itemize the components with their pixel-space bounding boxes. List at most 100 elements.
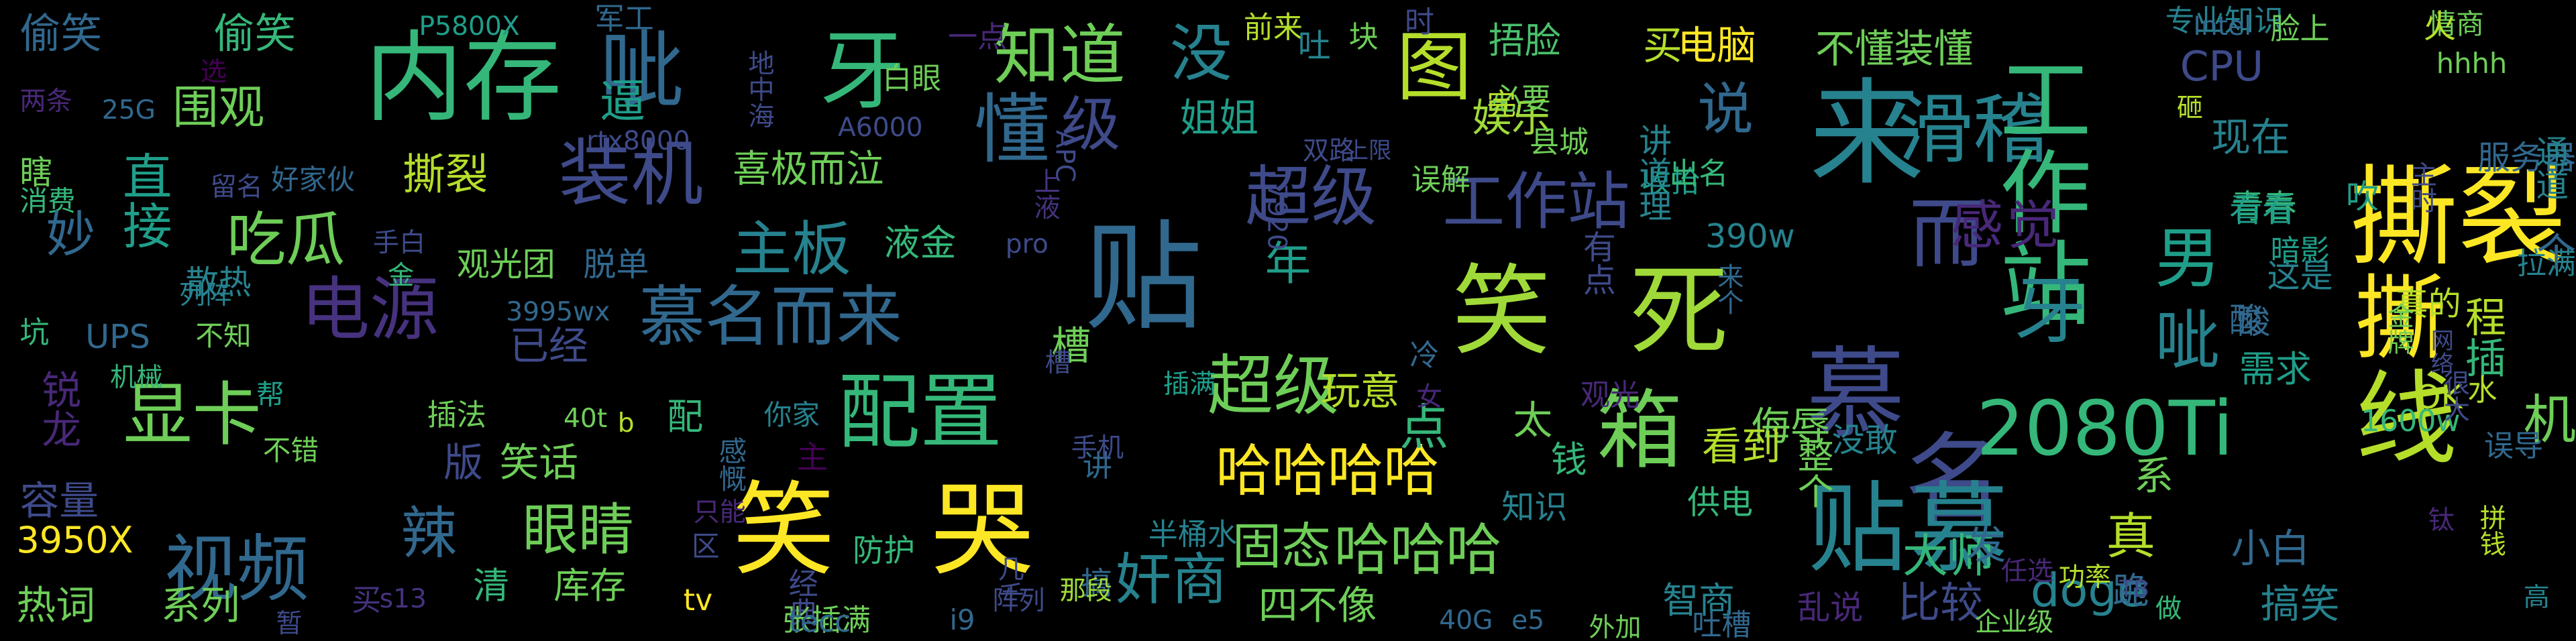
word-cloud-word: 配 [667,396,704,439]
word-cloud-word: 25G [101,95,156,125]
word-cloud-word: 乱说 [1797,588,1864,627]
word-cloud-word: 暂 [276,609,303,639]
word-cloud-word: 箱 [1597,382,1682,481]
word-cloud-word: 手白 [372,227,426,258]
word-cloud-word: 辣 [400,501,457,567]
word-cloud-word: 区 [692,529,720,563]
word-cloud-word: 军工 [594,2,654,37]
word-cloud-word: 真 [2106,508,2156,566]
word-cloud-word: 视频 [164,527,309,611]
word-cloud-word: 手机 [1071,433,1124,463]
word-cloud-word: 锐龙 [35,369,82,449]
word-cloud-word: 经典 [783,568,818,628]
word-cloud-word: 贴 [1084,208,1203,347]
word-cloud-word: 男 [2143,223,2220,290]
word-cloud-word: 2080Ti [1976,384,2234,473]
word-cloud-word: 智商 [1662,579,1735,622]
word-cloud-word: 超级 [1245,158,1377,235]
word-cloud-word: 个 [2536,229,2576,276]
word-cloud-word: 脸上 [2270,12,2330,46]
word-cloud-word: 有点 [1577,229,1616,296]
word-cloud-word: 慕 [1893,476,2008,575]
word-cloud-word: 不懂装懂 [1815,25,1974,72]
word-cloud-word: doge [2030,564,2146,618]
word-cloud-word: 讲 [1082,449,1112,483]
word-cloud-word: 工作站 [1984,52,2091,329]
word-cloud-word: 笑 [733,471,835,590]
word-cloud-word: 点 [1391,400,1448,451]
word-cloud-word: 冷 [1409,339,1440,373]
word-cloud-word: 槽 [1051,323,1091,369]
word-cloud-word: 线 [2337,364,2457,467]
word-cloud-word: 吹 [2346,178,2379,217]
word-cloud-word: 好家伙 [271,163,355,196]
word-cloud-word: 酸 [2229,301,2263,340]
word-cloud-word: 情商 [2428,7,2484,40]
word-cloud-word: 列阵 [178,280,232,311]
word-cloud-word: 库存 [553,565,627,607]
word-cloud-word: 工作站 [1442,165,1630,238]
word-cloud-word: 已经 [509,323,588,369]
word-cloud-word: P5800X [419,11,520,42]
word-cloud-word: 没敢 [1831,420,1898,459]
word-cloud-word: 张插满 [782,603,871,638]
word-cloud-word: 搞笑 [2260,580,2340,627]
word-cloud-word: 现在 [2211,114,2290,161]
word-cloud-word: 显卡 [123,375,262,456]
word-cloud-word: 牙 [820,22,906,122]
word-cloud-word: 看到 [1702,422,1781,469]
word-cloud-word: 坑 [19,316,50,351]
word-cloud-word: 功率 [2058,563,2111,593]
word-cloud-word: tv [683,583,713,618]
word-cloud-word: 系 [2134,452,2174,499]
word-cloud-word: 消费 [19,184,76,218]
word-cloud-word: 插 [2457,337,2506,378]
word-cloud-word: 眼睛 [522,498,635,563]
word-cloud-word: 块 [1348,20,1379,55]
word-cloud-word: 做 [2155,594,2182,624]
word-cloud-word: hhhh [2436,46,2508,80]
word-cloud-word: 捂脸 [1488,19,1561,62]
word-cloud-word: 只能 [693,497,746,528]
word-cloud-word: 呲 [599,22,686,122]
word-cloud-word: 名 [1888,426,2003,526]
word-cloud-word: 妙 [46,206,96,264]
word-cloud-word: 年 [1265,237,1311,291]
word-cloud-word: 偷笑 [19,9,102,58]
word-cloud-word: 上限 [1345,137,1392,165]
word-cloud-word: 散热 [185,263,252,302]
word-cloud-word: 很大 [2439,369,2470,422]
word-cloud-word: CPU [2180,42,2264,91]
word-cloud-word: 发 [1966,521,2006,568]
word-cloud-word: 主 [796,439,828,475]
word-cloud-word: 版 [443,439,483,486]
word-cloud-word: 撕 [2339,269,2446,361]
word-cloud-word: 火 [2423,7,2457,46]
word-cloud-word: 企业级 [1974,607,2054,638]
word-cloud-word: 真的 [2395,284,2461,323]
word-cloud-word: 配置 [838,363,1002,460]
word-cloud-word: 一点 [948,20,1008,55]
word-cloud-word: 讲道理 [1633,123,1672,222]
word-cloud-word: 通道 [2530,134,2569,200]
word-cloud-word: rtx8000 [586,126,690,156]
word-cloud-word: b [617,408,635,439]
word-cloud-word: 级 [1061,90,1121,159]
word-cloud-word: 笑话 [499,439,579,486]
word-cloud-word: 吃瓜 [227,205,345,274]
word-cloud-word: 金 [388,260,415,291]
word-cloud-word: e5 [1511,605,1545,636]
word-cloud-word: 外加 [1589,612,1642,641]
word-cloud-word: 选 [200,57,227,88]
word-cloud-word: 脱单 [583,245,649,284]
word-cloud-word: 没 [1169,17,1232,91]
word-cloud-word: 吐槽 [1692,608,1752,641]
word-cloud-word: 程 [2457,295,2506,337]
word-cloud-word: 任选 [2000,556,2054,587]
word-cloud-word: 留名 [210,172,263,202]
word-cloud-word: 撕裂 [2349,154,2567,281]
word-cloud-word: 热词 [16,582,96,629]
word-cloud-word: 太 [1513,396,1553,443]
word-cloud-word: 拼钱 [2475,504,2506,557]
word-cloud-word: 死 [1629,253,1729,369]
